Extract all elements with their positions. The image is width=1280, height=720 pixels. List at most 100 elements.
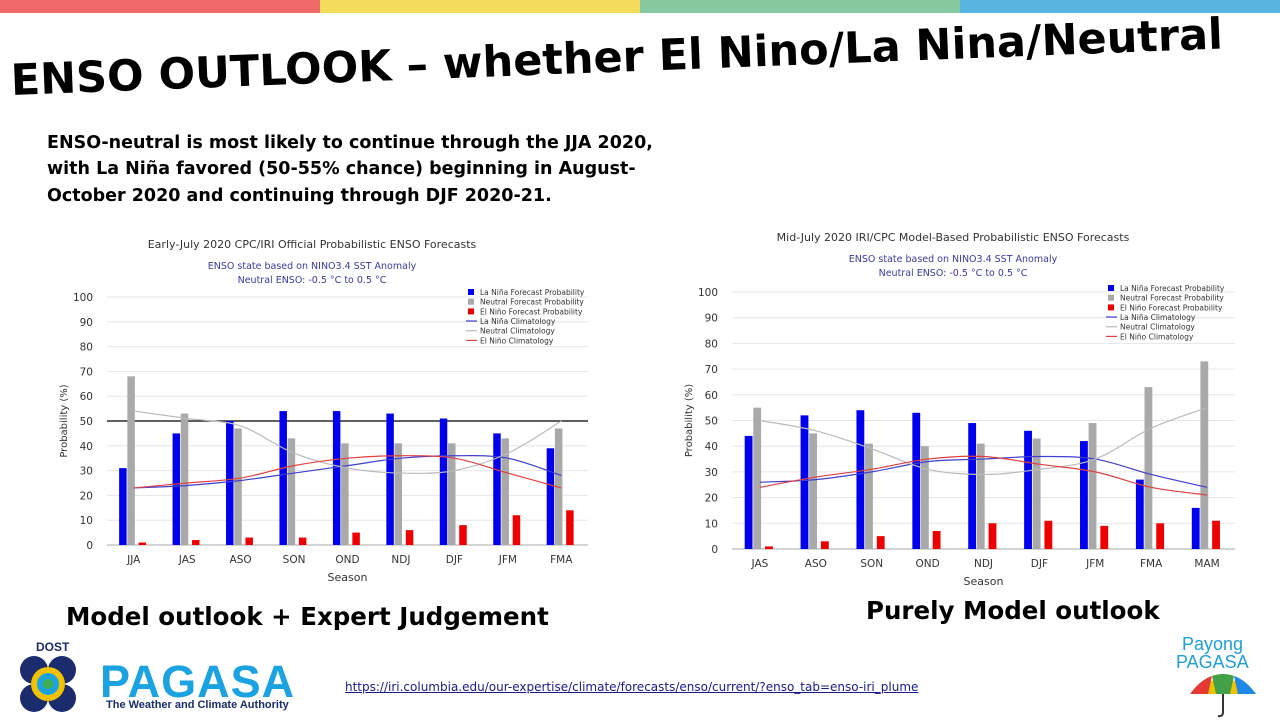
bar — [546, 448, 555, 545]
bar — [1024, 430, 1032, 549]
legend-swatch — [468, 298, 474, 305]
chart-official-forecast-svg: Early-July 2020 CPC/IRI Official Probabi… — [59, 238, 588, 584]
y-tick-label: 60 — [705, 390, 718, 402]
x-tick-label: SON — [860, 558, 883, 570]
y-tick-label: 90 — [80, 317, 93, 329]
climatology-line — [133, 410, 562, 474]
legend-swatch — [1108, 304, 1114, 311]
bar — [352, 532, 360, 545]
slide-title-text: ENSO OUTLOOK – whether El Nino/La Nina/N… — [9, 9, 1224, 106]
y-tick-label: 50 — [705, 416, 718, 428]
legend-swatch — [468, 308, 474, 315]
bar — [1044, 520, 1053, 549]
legend-label: Neutral Forecast Probability — [1120, 294, 1224, 303]
y-tick-label: 70 — [705, 364, 718, 376]
legend-swatch — [1108, 294, 1114, 301]
bar — [1080, 441, 1088, 549]
summary-text: ENSO-neutral is most likely to continue … — [47, 133, 653, 206]
y-tick-label: 20 — [80, 490, 93, 502]
y-tick-label: 10 — [80, 515, 93, 527]
bar — [172, 433, 181, 545]
legend-label: El Niño Forecast Probability — [480, 307, 583, 316]
legend-label: El Niño Forecast Probability — [1120, 303, 1223, 312]
legend-label: Neutral Forecast Probability — [480, 298, 584, 307]
x-tick-label: DJF — [446, 554, 463, 566]
bar — [1032, 438, 1041, 549]
y-tick-label: 0 — [86, 540, 93, 552]
chart-subtitle: ENSO state based on NINO3.4 SST Anomaly — [208, 261, 417, 272]
bar — [386, 413, 394, 545]
payong-label: Payong — [1182, 634, 1244, 654]
bar — [1135, 479, 1144, 549]
bar — [138, 542, 147, 545]
x-tick-label: OND — [335, 554, 359, 566]
y-tick-label: 0 — [711, 544, 718, 556]
x-tick-label: FMA — [1140, 558, 1163, 570]
bar — [127, 376, 135, 545]
pagasa-tagline: The Weather and Climate Authority — [106, 699, 289, 711]
payong-pagasa-label: PAGASA — [1176, 652, 1249, 672]
legend-label: La Niña Forecast Probability — [1120, 284, 1225, 293]
bar — [1156, 523, 1165, 549]
bar — [1191, 507, 1200, 549]
bar — [1200, 361, 1209, 549]
y-tick-label: 70 — [80, 366, 93, 378]
x-tick-label: JJA — [126, 554, 141, 566]
bar — [744, 435, 753, 549]
bar — [394, 443, 403, 545]
x-tick-label: DJF — [1031, 558, 1048, 570]
chart-model-forecast-svg: Mid-July 2020 IRI/CPC Model-Based Probab… — [684, 231, 1235, 588]
top-bar-segment-yellow — [320, 0, 640, 13]
chart-subtitle: Neutral ENSO: -0.5 °C to 0.5 °C — [238, 275, 387, 286]
bar — [1144, 387, 1153, 549]
bar — [988, 523, 997, 549]
caption-right: Purely Model outlook — [866, 596, 1160, 625]
bar — [809, 433, 818, 549]
bar — [932, 531, 941, 549]
bar — [1088, 423, 1097, 549]
legend-label: La Niña Climatology — [480, 317, 556, 326]
legend-label: El Niño Climatology — [1120, 332, 1194, 341]
bar — [279, 411, 287, 545]
x-tick-label: NDJ — [974, 558, 993, 570]
y-tick-label: 100 — [73, 292, 93, 304]
bar — [192, 540, 200, 545]
y-tick-label: 20 — [705, 493, 718, 505]
caption-left: Model outlook + Expert Judgement — [66, 602, 549, 631]
bar — [245, 537, 253, 545]
bar — [968, 423, 977, 549]
x-tick-label: SON — [283, 554, 306, 566]
bar — [287, 438, 296, 545]
y-tick-label: 60 — [80, 391, 93, 403]
x-tick-label: ASO — [805, 558, 827, 570]
pagasa-seal-icon — [20, 656, 76, 712]
bar — [1212, 520, 1220, 549]
y-tick-label: 100 — [698, 287, 718, 299]
bar — [753, 407, 762, 549]
y-axis-label: Probability (%) — [59, 384, 70, 457]
climatology-line — [759, 455, 1208, 488]
y-tick-label: 80 — [705, 338, 718, 350]
y-tick-label: 30 — [80, 466, 93, 478]
bar — [332, 411, 341, 545]
x-axis-label: Season — [964, 575, 1004, 588]
legend-label: Neutral Climatology — [480, 327, 555, 336]
chart-subtitle: ENSO state based on NINO3.4 SST Anomaly — [849, 254, 1058, 265]
y-axis-label: Probability (%) — [684, 384, 695, 457]
y-tick-label: 90 — [705, 313, 718, 325]
bar — [876, 536, 885, 549]
bar — [512, 515, 521, 545]
bar — [119, 468, 127, 545]
chart-model-forecast: Mid-July 2020 IRI/CPC Model-Based Probab… — [680, 226, 1240, 594]
top-bar-segment-blue — [960, 0, 1280, 13]
bar — [912, 412, 921, 549]
legend-label: La Niña Climatology — [1120, 313, 1196, 322]
bar — [1100, 525, 1109, 549]
x-axis-label: Season — [328, 571, 368, 584]
bar — [800, 415, 809, 549]
legend-label: La Niña Forecast Probability — [480, 288, 585, 297]
y-tick-label: 50 — [80, 416, 93, 428]
source-link[interactable]: https://iri.columbia.edu/our-expertise/c… — [345, 680, 919, 694]
chart-title: Mid-July 2020 IRI/CPC Model-Based Probab… — [777, 231, 1130, 244]
x-tick-label: FMA — [550, 554, 573, 566]
